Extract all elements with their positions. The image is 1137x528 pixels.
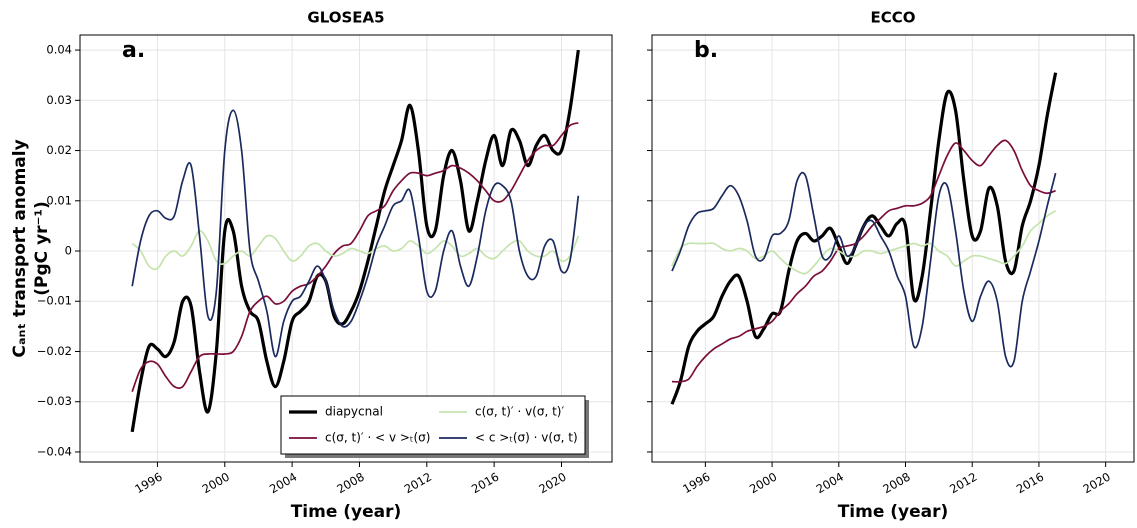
legend-label: c(σ, t)′ · < v >ₜ(σ) — [325, 431, 430, 445]
series-line — [130, 49, 580, 433]
series-line — [671, 210, 1057, 275]
x-tick-label: 2012 — [947, 470, 979, 497]
x-tick-label: 2012 — [402, 470, 434, 497]
y-axis-label: (PgC yr⁻¹) — [32, 201, 52, 295]
series-line — [671, 139, 1056, 383]
legend-label: diapycnal — [325, 405, 383, 419]
x-tick-label: 1996 — [680, 470, 712, 497]
plot-frame — [651, 34, 1135, 463]
x-tick-label: 2016 — [469, 470, 501, 497]
x-tick-label: 2000 — [747, 470, 779, 497]
x-tick-label: 2020 — [1081, 470, 1113, 497]
x-tick-label: 2016 — [1014, 470, 1046, 497]
y-tick-label: 0.01 — [46, 193, 72, 207]
series-line — [670, 72, 1058, 405]
x-tick-label: 2008 — [880, 470, 912, 497]
series-line — [671, 171, 1057, 368]
panel-label: a. — [122, 38, 145, 63]
chart-title: GLOSEA5 — [307, 9, 384, 27]
y-tick-label: 0 — [65, 244, 72, 258]
x-axis-label: Time (year) — [838, 502, 949, 522]
y-tick-label: 0.04 — [46, 43, 72, 57]
series-line — [131, 122, 579, 392]
x-tick-label: 1996 — [132, 470, 164, 497]
x-axis-label: Time (year) — [291, 502, 402, 522]
y-axis-label: Cₐₙₜ transport anomaly — [10, 139, 30, 357]
y-tick-label: −0.04 — [37, 444, 72, 458]
x-tick-label: 2000 — [200, 470, 232, 497]
series-line — [131, 230, 580, 271]
legend — [280, 395, 586, 455]
y-tick-label: 0.02 — [46, 143, 72, 157]
chart-title: ECCO — [870, 9, 915, 27]
plot-frame — [79, 34, 613, 463]
x-tick-label: 2004 — [814, 470, 846, 497]
x-tick-label: 2020 — [536, 470, 568, 497]
y-tick-label: 0.03 — [46, 93, 72, 107]
y-tick-label: −0.02 — [37, 344, 72, 358]
panel-label: b. — [694, 38, 718, 63]
y-tick-label: −0.03 — [37, 394, 72, 408]
legend-label: c(σ, t)′ · v(σ, t)′ — [475, 405, 564, 419]
series-line — [131, 109, 580, 358]
legend-label: < c >ₜ(σ) · v(σ, t) — [475, 431, 578, 445]
y-tick-label: −0.01 — [37, 294, 72, 308]
x-tick-label: 2008 — [334, 470, 366, 497]
x-tick-label: 2004 — [267, 470, 299, 497]
